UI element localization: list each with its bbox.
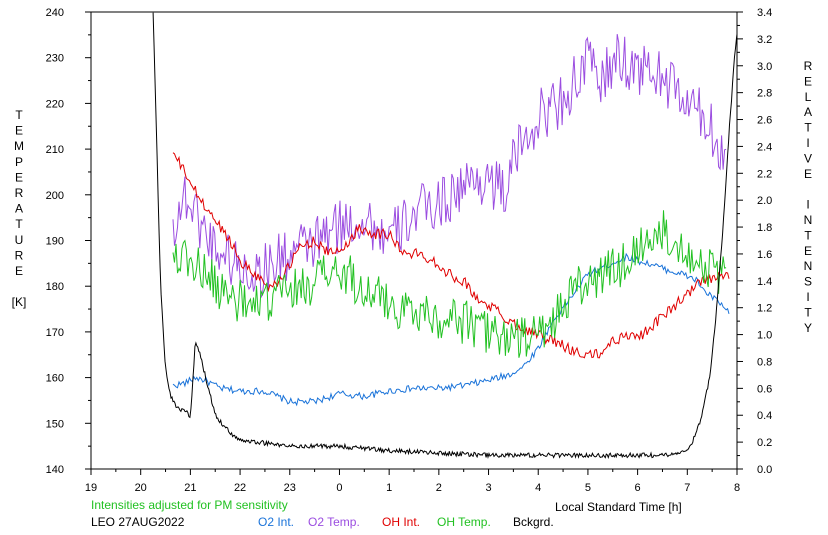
y-left-title-letter: E — [15, 264, 23, 278]
x-tick-label: 5 — [585, 482, 591, 494]
y-right-title-letter: T — [804, 228, 812, 242]
y-right-title-letter: I — [806, 290, 809, 304]
y-left-title-letter: E — [15, 124, 23, 138]
y-right-tick-label: 2.6 — [757, 115, 772, 127]
y-left-title-letter: E — [15, 170, 23, 184]
y-left-tick-label: 240 — [46, 7, 64, 19]
y-left-title-letter: M — [14, 139, 24, 153]
legend-o2-int: O2 Int. — [258, 515, 295, 529]
y-right-title-letter: I — [806, 136, 809, 150]
legend-oh-temp: OH Temp. — [437, 515, 491, 529]
legend-o2-temp: O2 Temp. — [308, 515, 360, 529]
y-right-title-letter: E — [804, 167, 812, 181]
y-right-tick-label: 1.2 — [757, 303, 772, 315]
y-right-tick-label: 3.0 — [757, 61, 772, 73]
x-axis-title: Local Standard Time [h] — [555, 500, 682, 514]
y-right-tick-label: 2.4 — [757, 141, 772, 153]
x-tick-label: 23 — [284, 482, 296, 494]
x-tick-label: 8 — [734, 482, 740, 494]
y-left-title-letter: R — [15, 186, 24, 200]
x-tick-label: 0 — [336, 482, 342, 494]
y-left-tick-label: 190 — [46, 236, 64, 248]
station-date: LEO 27AUG2022 — [91, 515, 185, 529]
y-right-tick-label: 0.2 — [757, 437, 772, 449]
sensitivity-note: Intensities adjusted for PM sensitivity — [91, 498, 288, 512]
x-tick-label: 19 — [85, 482, 97, 494]
y-right-title-letter: N — [804, 259, 813, 273]
y-left-tick-label: 140 — [46, 464, 64, 476]
y-right-title-letter: L — [805, 90, 812, 104]
x-tick-label: 4 — [535, 482, 541, 494]
y-right-title-letter: E — [804, 244, 812, 258]
y-right-title-letter: E — [804, 74, 812, 88]
y-left-tick-label: 170 — [46, 327, 64, 339]
y-right-tick-label: 0.8 — [757, 356, 772, 368]
x-tick-label: 6 — [635, 482, 641, 494]
y-right-title-letter: T — [804, 121, 812, 135]
x-tick-label: 22 — [234, 482, 246, 494]
y-right-tick-label: 1.8 — [757, 222, 772, 234]
y-right-title-letter: V — [804, 151, 812, 165]
series-line-bckgrd — [152, 12, 737, 460]
x-tick-label: 2 — [436, 482, 442, 494]
y-left-title-letter: A — [15, 202, 23, 216]
series-line-o2-temp — [172, 34, 727, 298]
y-right-tick-label: 1.6 — [757, 249, 772, 261]
chart-labels: 19 20 21 22 23 0 1 2 3 4 5 6 7 8140150160170180190200… — [12, 7, 813, 494]
y-left-title-letter: T — [15, 108, 23, 122]
series-line-o2-int — [172, 252, 730, 407]
y-right-tick-label: 0.4 — [757, 410, 772, 422]
series-line-oh-temp — [172, 210, 727, 358]
y-right-tick-label: 3.4 — [757, 7, 772, 19]
chart-axes — [85, 11, 743, 475]
y-right-title-letter: I — [806, 198, 809, 212]
legend-oh-int: OH Int. — [382, 515, 421, 529]
y-right-title-letter: Y — [804, 321, 812, 335]
x-tick-label: 20 — [135, 482, 147, 494]
x-tick-label: 3 — [485, 482, 491, 494]
y-left-title-letter: U — [15, 233, 24, 247]
y-right-tick-label: 3.2 — [757, 34, 772, 46]
legend-bckgrd: Bckgrd. — [513, 515, 554, 529]
y-right-title-letter: S — [804, 275, 812, 289]
y-left-tick-label: 200 — [46, 190, 64, 202]
y-right-title-letter: N — [804, 213, 813, 227]
y-right-tick-label: 0.6 — [757, 383, 772, 395]
x-tick-label: 7 — [684, 482, 690, 494]
y-right-tick-label: 2.8 — [757, 88, 772, 100]
y-right-title-letter: A — [804, 105, 812, 119]
y-right-tick-label: 2.2 — [757, 168, 772, 180]
y-left-tick-label: 180 — [46, 281, 64, 293]
y-left-tick-label: 220 — [46, 98, 64, 110]
y-left-tick-label: 150 — [46, 418, 64, 430]
y-right-tick-label: 1.4 — [757, 276, 772, 288]
x-tick-label: 1 — [386, 482, 392, 494]
y-left-title-letter: [K] — [12, 295, 27, 309]
series-line-oh-int — [172, 152, 730, 359]
y-right-tick-label: 0.0 — [757, 464, 772, 476]
y-left-tick-label: 230 — [46, 53, 64, 65]
y-right-tick-label: 2.0 — [757, 195, 772, 207]
y-left-tick-label: 210 — [46, 144, 64, 156]
x-tick-label: 21 — [184, 482, 196, 494]
y-left-title-letter: T — [15, 217, 23, 231]
y-right-tick-label: 1.0 — [757, 330, 772, 342]
chart-series — [152, 12, 737, 460]
y-right-title-letter: R — [804, 59, 813, 73]
y-right-title-letter: T — [804, 305, 812, 319]
y-left-tick-label: 160 — [46, 373, 64, 385]
y-left-title-letter: R — [15, 248, 24, 262]
y-left-title-letter: P — [15, 155, 23, 169]
